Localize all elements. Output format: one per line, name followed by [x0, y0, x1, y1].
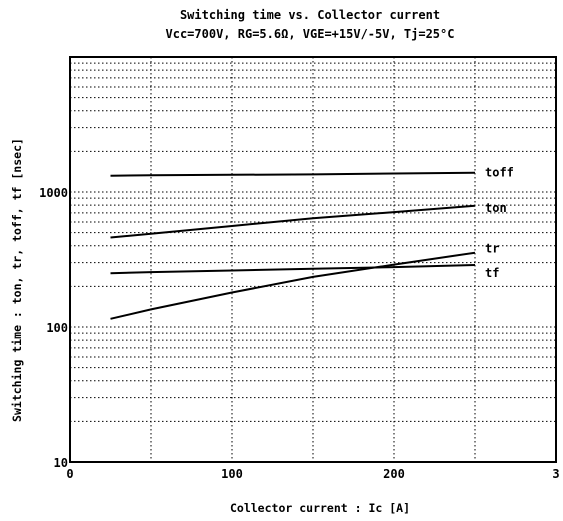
- y-tick-label: 100: [46, 321, 68, 335]
- y-tick-label: 1000: [39, 186, 68, 200]
- series-line-toff: [110, 171, 476, 177]
- x-tick-label: 200: [383, 467, 405, 481]
- series-line-ton: [110, 204, 476, 239]
- series-line-tr: [110, 251, 476, 320]
- chart-subtitle: Vcc=700V, RG=5.6Ω, VGE=+15V/-5V, Tj=25°C: [166, 27, 455, 41]
- series-label-toff: toff: [485, 166, 514, 180]
- series-labels: toff ton tr tf: [485, 166, 514, 280]
- x-axis-label: Collector current : Ic [A]: [230, 501, 410, 515]
- chart-title: Switching time vs. Collector current: [180, 8, 440, 22]
- x-tick-label: 0: [66, 467, 73, 481]
- y-axis-label: Switching time : ton, tr, toff, tf [nsec…: [10, 138, 24, 422]
- series-lines: [110, 171, 476, 320]
- x-tick-label: 3: [552, 467, 559, 481]
- series-line-tf: [110, 264, 476, 275]
- x-tick-labels: 0 100 200 3: [66, 467, 559, 481]
- series-label-tf: tf: [485, 266, 499, 280]
- grid-lines: [70, 57, 556, 462]
- y-tick-labels: 10 100 1000: [39, 186, 68, 470]
- y-tick-label: 10: [54, 456, 68, 470]
- series-label-tr: tr: [485, 242, 499, 256]
- series-label-ton: ton: [485, 201, 507, 215]
- x-tick-label: 100: [221, 467, 243, 481]
- plot-frame: [69, 56, 557, 463]
